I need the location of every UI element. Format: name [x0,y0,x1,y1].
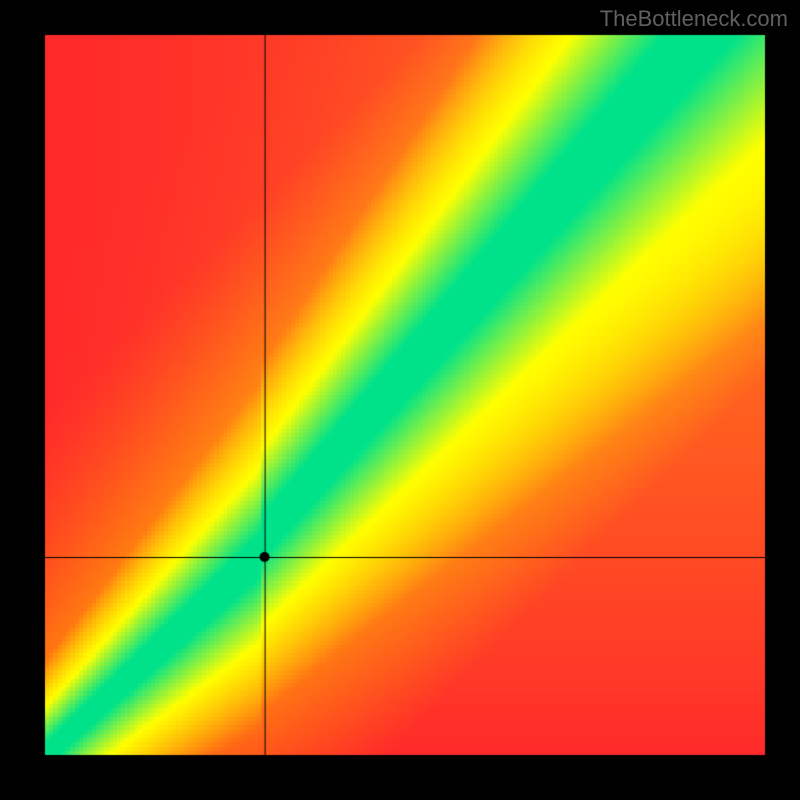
chart-container: { "watermark": "TheBottleneck.com", "cha… [0,0,800,800]
watermark-text: TheBottleneck.com [600,6,788,32]
bottleneck-heatmap [0,0,800,800]
